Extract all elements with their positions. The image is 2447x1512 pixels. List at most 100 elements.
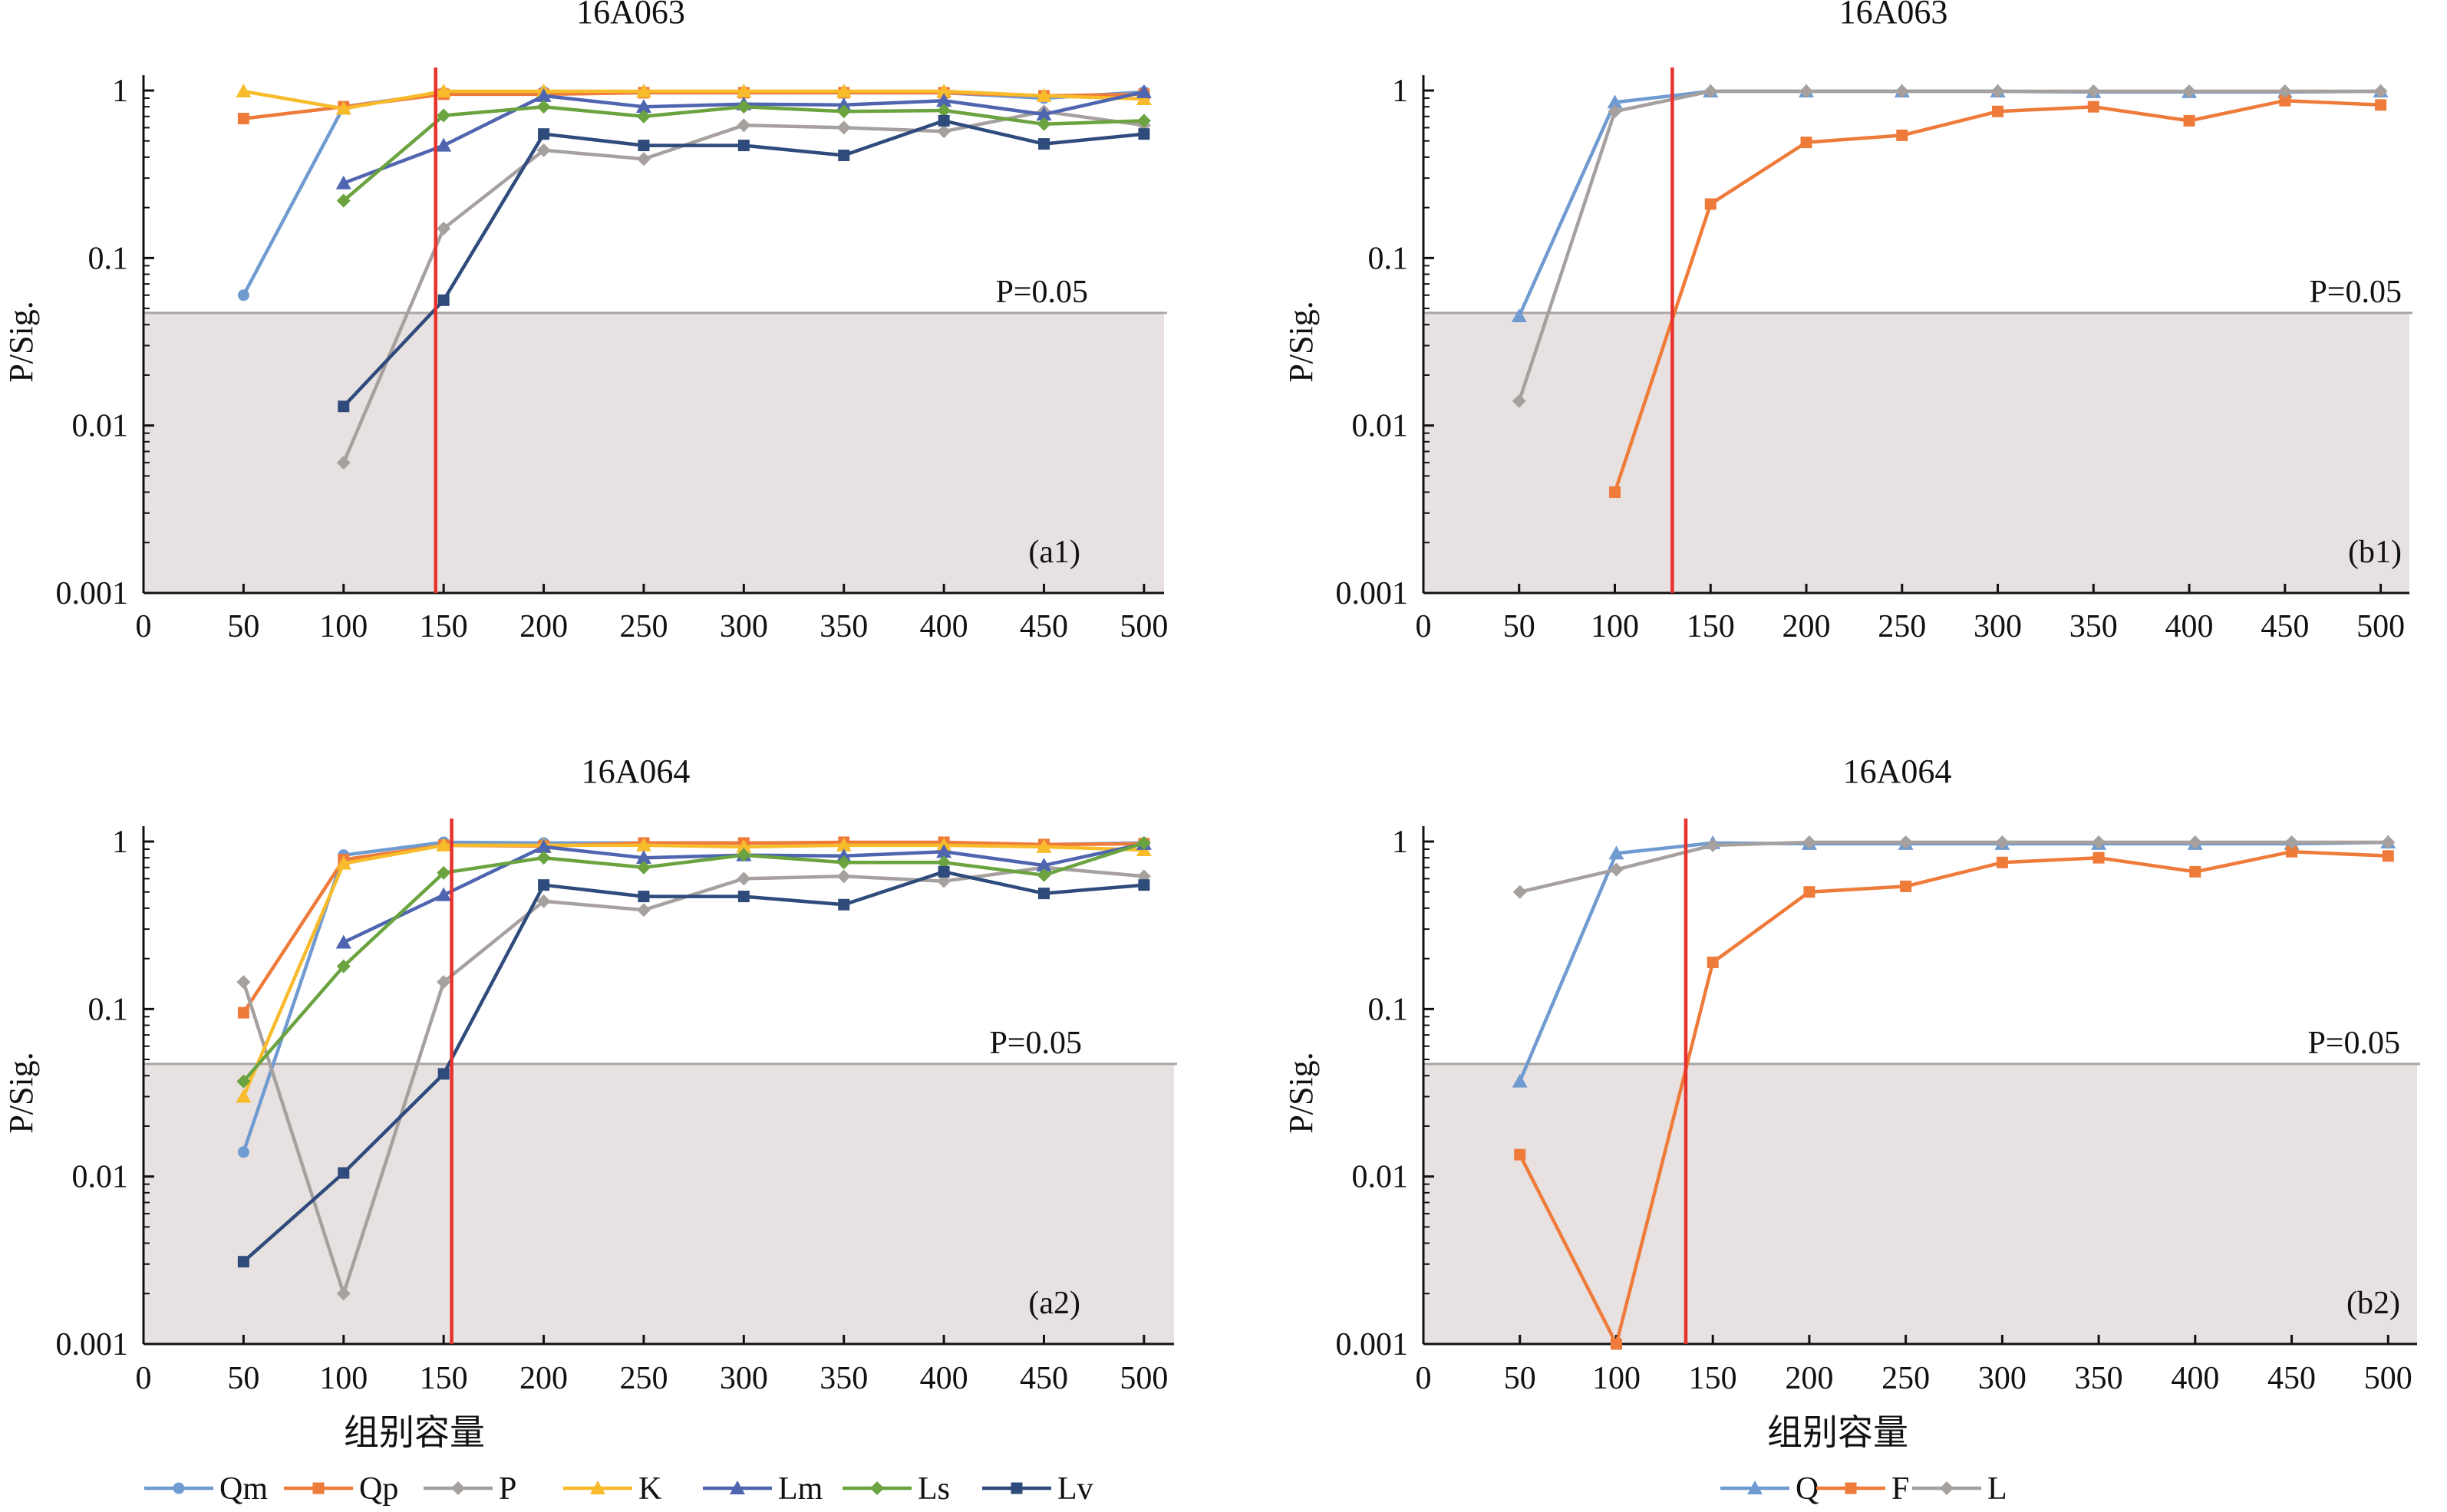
data-point-F [1896, 129, 1908, 141]
series-Lv [338, 114, 1150, 413]
legend-item-Ls: Ls [843, 1471, 950, 1507]
xlabel-right: 组别容量 [1767, 1413, 1908, 1452]
data-point-Lv [838, 898, 850, 911]
data-point-Lv [1037, 888, 1050, 900]
significance-shade [143, 1063, 1174, 1344]
chart-panel-a1: P=0.05 0.001 0.01 0.1 1 0 50 100 150 200 250 300 350… [2, 0, 1168, 644]
x-tick-label: 50 [1504, 1361, 1536, 1396]
data-point-Lm [635, 850, 651, 865]
panel-tag: (a2) [1028, 1286, 1080, 1321]
x-tick-label: 300 [1974, 609, 2022, 644]
y-tick-label: 0.1 [88, 992, 129, 1027]
data-point-P [636, 903, 651, 917]
legend-marker-K [590, 1481, 605, 1494]
legend-item-Qp: Qp [284, 1471, 398, 1507]
legend-item-Lm: Lm [703, 1471, 823, 1507]
data-point-P [336, 456, 351, 470]
p-threshold-label: P=0.05 [2309, 275, 2402, 310]
legend-marker-Q [1747, 1481, 1763, 1494]
data-point-K [335, 100, 351, 115]
x-tick-label: 150 [420, 1361, 468, 1396]
y-tick-label: 1 [112, 74, 128, 109]
data-point-Lv [1038, 138, 1050, 150]
y-axis-title: P/Sig. [2, 301, 40, 382]
data-point-Ls [937, 855, 951, 870]
series-Ls [236, 835, 1151, 1089]
x-tick-label: 100 [1591, 609, 1639, 644]
legend-item-P: P [424, 1471, 516, 1507]
legend-marker-Ls [870, 1481, 884, 1495]
data-point-Lv [437, 294, 450, 306]
data-point-Ls [836, 104, 851, 119]
data-point-Ls [536, 851, 551, 865]
x-tick-label: 0 [136, 1361, 152, 1396]
data-point-Ls [336, 959, 351, 973]
data-point-Ls [236, 1074, 251, 1089]
series-F [1609, 94, 2387, 499]
data-point-L [1898, 835, 1913, 849]
legend-marker-Lv [1011, 1482, 1023, 1494]
data-point-Lm [436, 887, 452, 901]
data-point-K [836, 837, 852, 852]
legend-item-Q: Q [1720, 1471, 1819, 1507]
x-tick-label: 100 [1592, 1361, 1641, 1396]
series-K [236, 83, 1152, 115]
series-K [236, 837, 1152, 1103]
data-point-Lm [1036, 858, 1052, 872]
data-point-K [436, 837, 452, 852]
data-point-F [1610, 1338, 1622, 1350]
legend-marker-L [1940, 1481, 1954, 1495]
x-tick-label: 400 [2165, 609, 2214, 644]
panel-title: 16A064 [1843, 753, 1952, 790]
y-tick-label: 0.01 [72, 409, 129, 444]
panel-title: 16A064 [582, 753, 691, 790]
data-point-Lm [936, 844, 952, 858]
data-point-Lv [338, 400, 350, 413]
data-point-F [1609, 486, 1621, 499]
data-point-K [635, 83, 651, 97]
legend-item-Qm: Qm [144, 1471, 268, 1507]
x-tick-label: 150 [420, 609, 468, 644]
data-point-Q [1512, 1073, 1528, 1088]
data-point-Q [1608, 845, 1624, 860]
data-point-F [1800, 137, 1812, 149]
data-point-Ls [336, 193, 351, 208]
x-tick-label: 50 [227, 609, 259, 644]
data-point-Lm [536, 87, 552, 102]
series-line-L [1519, 840, 2389, 894]
data-point-P [636, 152, 651, 166]
legend-label: Ls [918, 1471, 950, 1507]
legend-marker-P [451, 1481, 465, 1495]
data-point-F [2092, 852, 2105, 864]
data-point-K [335, 855, 351, 870]
x-tick-label: 450 [2261, 609, 2309, 644]
x-tick-label: 500 [2364, 1361, 2412, 1396]
significance-shade [1423, 312, 2409, 593]
legend-label: Q [1796, 1471, 1819, 1507]
x-tick-label: 50 [227, 1361, 259, 1396]
panel-title: 16A063 [576, 0, 685, 31]
data-point-F [1992, 105, 2004, 117]
legend-item-F: F [1816, 1471, 1909, 1507]
x-tick-label: 500 [1120, 1361, 1168, 1396]
data-point-L [2381, 835, 2396, 849]
y-axis-title: P/Sig. [1282, 1052, 1320, 1133]
data-point-Lv [1138, 879, 1150, 891]
x-tick-label: 400 [920, 609, 968, 644]
data-point-Ls [836, 855, 851, 870]
data-point-Lv [938, 865, 950, 878]
data-point-Ls [536, 100, 551, 114]
data-point-Lm [836, 97, 852, 111]
y-tick-label: 0.001 [56, 576, 129, 611]
x-tick-label: 350 [2069, 609, 2118, 644]
data-point-Lv [737, 140, 750, 152]
x-tick-label: 200 [1782, 609, 1831, 644]
legend-item-K: K [563, 1471, 661, 1507]
series-F [1514, 845, 2394, 1350]
data-point-F [1996, 856, 2008, 868]
x-tick-label: 500 [1120, 609, 1168, 644]
data-point-L [2182, 84, 2197, 98]
data-point-L [2092, 835, 2106, 849]
data-point-K [236, 83, 252, 97]
